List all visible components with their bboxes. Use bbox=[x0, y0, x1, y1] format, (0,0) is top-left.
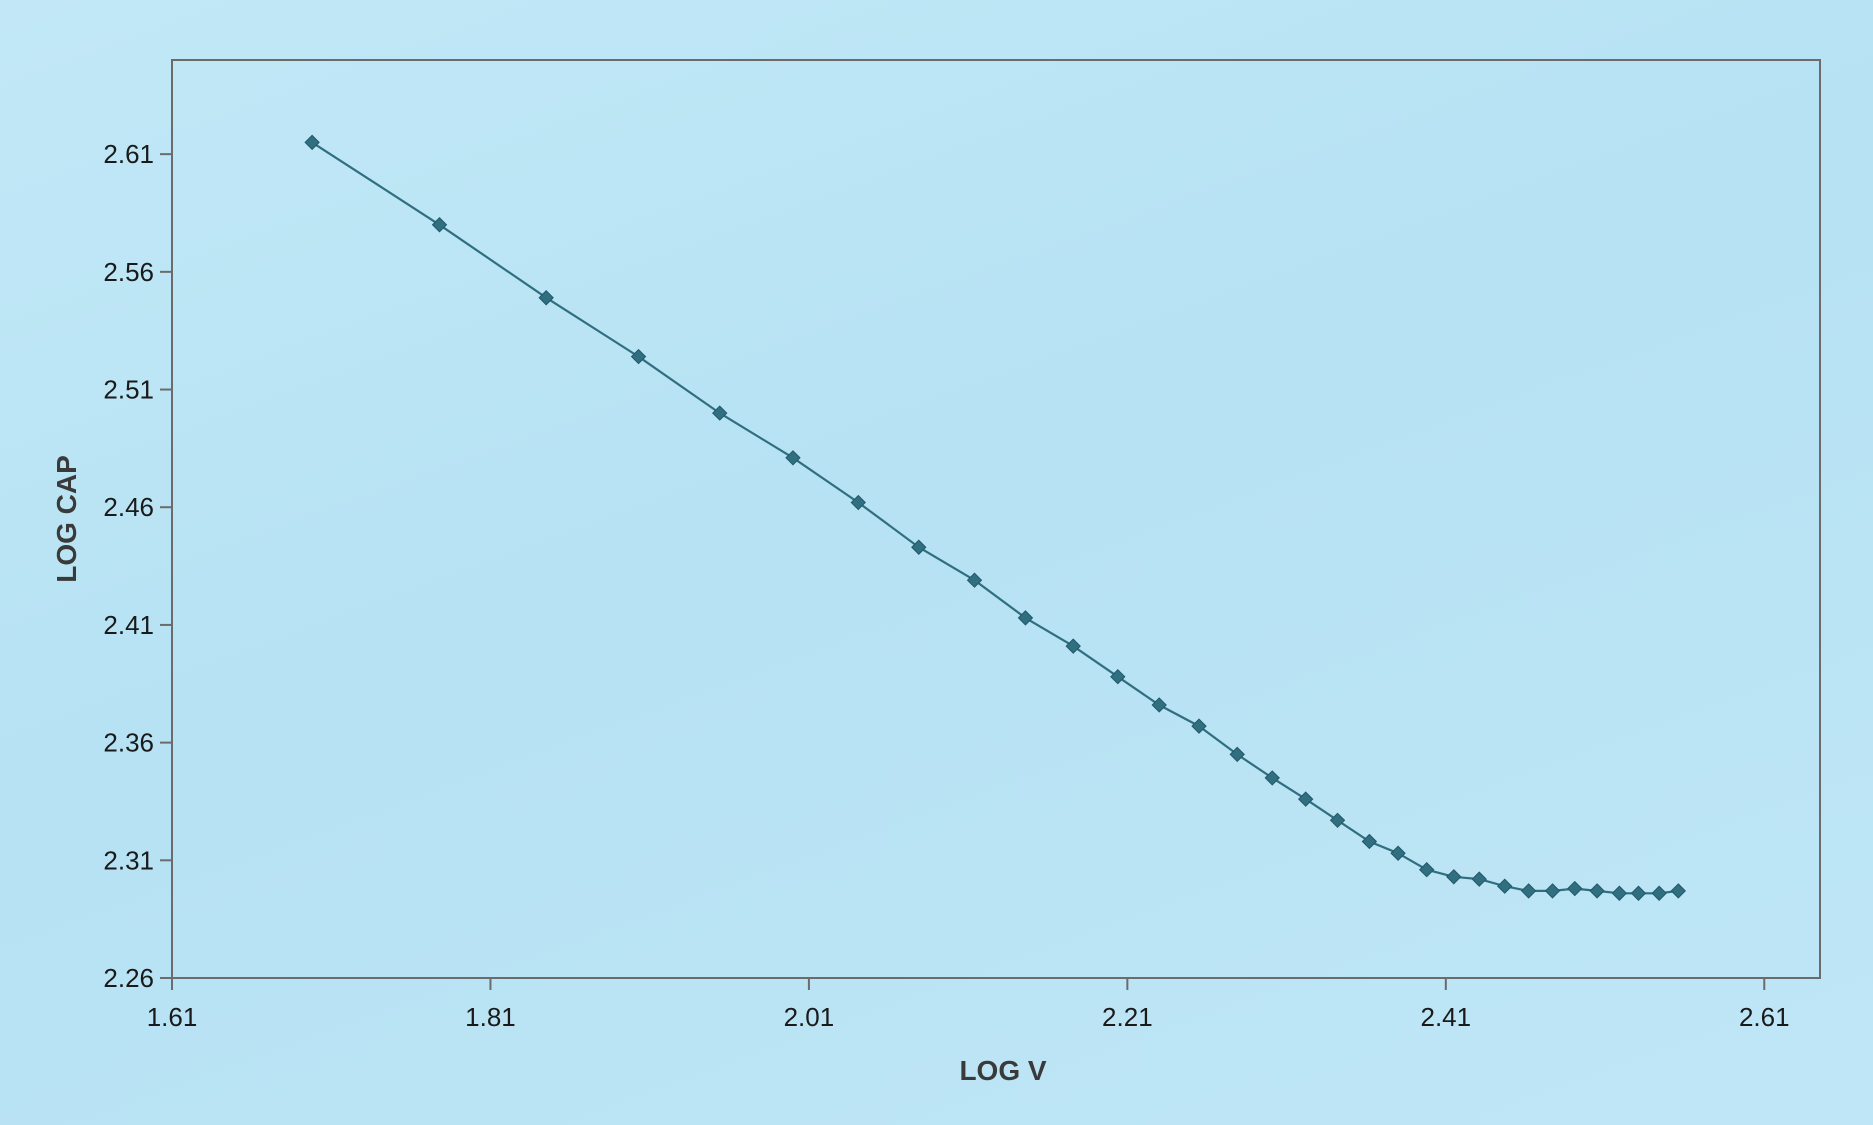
x-tick-label: 2.61 bbox=[1739, 1002, 1790, 1032]
data-point-marker bbox=[1361, 833, 1378, 850]
data-point-marker bbox=[630, 348, 647, 365]
y-tick-label: 2.41 bbox=[103, 610, 154, 640]
y-tick-label: 2.56 bbox=[103, 257, 154, 287]
y-tick-label: 2.26 bbox=[103, 963, 154, 993]
y-tick-label: 2.31 bbox=[103, 845, 154, 875]
data-point-marker bbox=[304, 134, 320, 151]
x-tick-label: 2.41 bbox=[1421, 1002, 1472, 1032]
y-tick-label: 2.46 bbox=[103, 492, 154, 522]
data-point-marker bbox=[1670, 883, 1686, 899]
data-point-marker bbox=[1520, 883, 1537, 899]
y-axis-title: LOG CAP bbox=[51, 455, 82, 583]
data-point-marker bbox=[1651, 885, 1667, 901]
data-point-marker bbox=[538, 290, 554, 306]
data-point-marker bbox=[1611, 885, 1628, 901]
data-point-marker bbox=[1297, 791, 1314, 807]
y-tick-label: 2.36 bbox=[103, 728, 154, 758]
data-point-marker bbox=[1630, 885, 1647, 901]
series-layer bbox=[304, 134, 1686, 901]
x-tick-label: 1.81 bbox=[465, 1002, 516, 1032]
x-tick-label: 2.01 bbox=[784, 1002, 835, 1032]
y-tick-label: 2.61 bbox=[103, 139, 154, 169]
plot-area bbox=[171, 59, 1821, 979]
x-ticks: 1.61 1.81 2.01 2.21 2.41 2.61 bbox=[147, 978, 1790, 1032]
data-point-marker bbox=[1544, 883, 1561, 899]
data-point-marker bbox=[911, 539, 927, 555]
data-point-marker bbox=[1065, 638, 1081, 654]
data-point-marker bbox=[1390, 845, 1406, 861]
y-tick-label: 2.51 bbox=[103, 375, 154, 405]
data-point-marker bbox=[1264, 770, 1280, 786]
data-point-marker bbox=[1446, 869, 1462, 885]
data-point-marker bbox=[966, 572, 983, 588]
data-point-marker bbox=[1229, 746, 1245, 763]
y-ticks: 2.26 2.31 2.36 2.41 2.46 2.51 2.56 2.61 bbox=[103, 139, 172, 993]
data-point-marker bbox=[431, 217, 448, 233]
data-point-marker bbox=[1589, 883, 1605, 899]
x-tick-label: 2.21 bbox=[1102, 1002, 1153, 1032]
data-point-marker bbox=[712, 405, 728, 421]
series-line bbox=[311, 141, 1679, 895]
data-point-marker bbox=[1567, 880, 1583, 897]
data-point-marker bbox=[1471, 871, 1487, 887]
x-axis-title: LOG V bbox=[959, 1055, 1046, 1086]
x-tick-label: 1.61 bbox=[147, 1002, 198, 1032]
data-point-marker bbox=[1151, 697, 1167, 713]
data-point-marker bbox=[1110, 669, 1126, 685]
data-point-marker bbox=[1497, 878, 1513, 894]
data-point-marker bbox=[1329, 812, 1346, 828]
data-point-marker bbox=[785, 450, 801, 466]
data-point-marker bbox=[1419, 862, 1435, 878]
data-point-marker bbox=[850, 494, 866, 511]
data-point-marker bbox=[1191, 718, 1207, 734]
data-point-marker bbox=[1017, 610, 1034, 626]
